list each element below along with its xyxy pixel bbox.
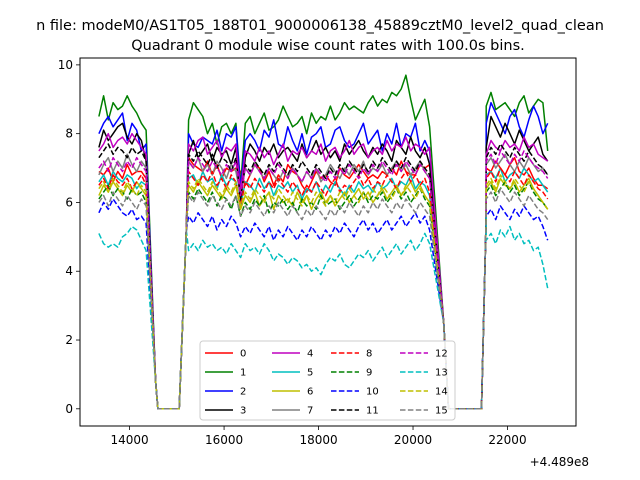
legend-label-14: 14 — [435, 387, 448, 398]
legend-label-2: 2 — [240, 387, 246, 398]
y-tick-label: 4 — [65, 264, 73, 278]
legend-label-10: 10 — [366, 387, 379, 398]
legend-label-12: 12 — [435, 349, 448, 360]
legend-label-3: 3 — [240, 406, 246, 417]
legend-label-8: 8 — [366, 349, 372, 360]
legend-label-1: 1 — [240, 368, 246, 379]
legend-label-11: 11 — [366, 406, 379, 417]
y-tick-label: 8 — [65, 127, 73, 141]
legend-box — [199, 340, 456, 421]
x-tick-label: 18000 — [299, 433, 337, 447]
legend-label-13: 13 — [435, 368, 448, 379]
x-tick-label: 20000 — [394, 433, 432, 447]
y-tick-label: 10 — [58, 58, 73, 72]
legend-label-6: 6 — [307, 387, 313, 398]
y-tick-label: 6 — [65, 195, 73, 209]
x-tick-label: 22000 — [488, 433, 526, 447]
legend-label-5: 5 — [307, 368, 313, 379]
legend-label-4: 4 — [307, 349, 313, 360]
figure-suptitle: n file: modeM0/AS1T05_188T01_9000006138_… — [36, 18, 604, 34]
legend-label-9: 9 — [366, 368, 372, 379]
x-tick-label: 14000 — [111, 433, 149, 447]
chart-title: Quadrant 0 module wise count rates with … — [131, 38, 525, 54]
series-line-15 — [98, 187, 549, 410]
legend-label-0: 0 — [240, 349, 246, 360]
x-offset-label: +4.489e8 — [530, 455, 589, 469]
plot-lines — [98, 74, 549, 410]
y-tick-label: 0 — [65, 402, 73, 416]
legend-label-15: 15 — [435, 406, 448, 417]
y-tick-label: 2 — [65, 333, 73, 347]
axes-frame — [79, 57, 577, 427]
x-tick-label: 16000 — [205, 433, 243, 447]
legend-label-7: 7 — [307, 406, 313, 417]
